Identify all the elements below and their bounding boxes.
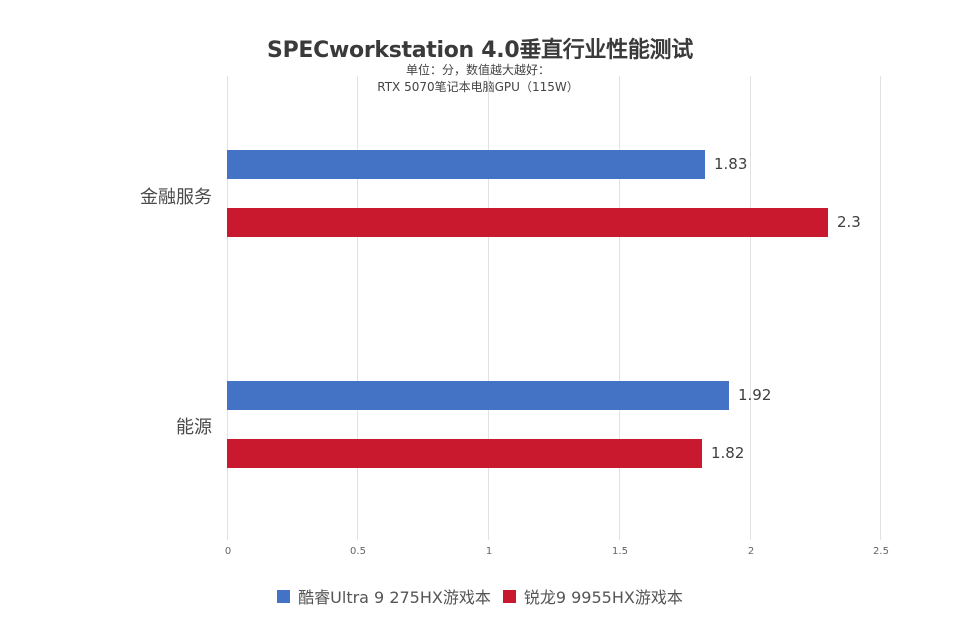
bar-energy-intel: [227, 381, 729, 410]
x-tick-label: 0.5: [350, 546, 366, 557]
legend-item-intel[interactable]: 酷睿Ultra 9 275HX游戏本: [277, 584, 491, 608]
gridline-2: [750, 76, 751, 540]
chart-subtitle-gpu: RTX 5070笔记本电脑GPU（115W）: [377, 80, 579, 94]
legend-swatch-blue-icon: [277, 589, 291, 603]
gridline-0: [227, 76, 228, 540]
category-label-energy: 能源: [176, 417, 212, 438]
x-tick-label: 1.5: [612, 546, 628, 557]
chart-subtitle-units: 单位：分，数值越大越好：: [405, 63, 550, 77]
x-tick-label: 2.5: [873, 546, 889, 557]
value-label: 1.83: [714, 155, 748, 173]
bar-finance-intel: [227, 150, 705, 179]
x-tick-label: 0: [224, 546, 232, 557]
legend-label: 酷睿Ultra 9 275HX游戏本: [298, 588, 491, 607]
gridline-2.5: [880, 76, 881, 540]
plot-area: [227, 76, 881, 540]
value-label: 1.82: [711, 444, 745, 462]
value-label: 2.3: [837, 213, 861, 231]
bar-energy-amd: [227, 439, 702, 468]
x-tick-label: 2: [747, 546, 755, 557]
value-label: 1.92: [738, 386, 772, 404]
category-label-finance: 金融服务: [140, 187, 212, 208]
bar-finance-amd: [227, 208, 828, 237]
chart-title: SPECworkstation 4.0垂直行业性能测试: [267, 38, 693, 63]
gridline-0.5: [357, 76, 358, 540]
legend-item-amd[interactable]: 锐龙9 9955HX游戏本: [502, 584, 683, 608]
legend-swatch-red-icon: [502, 589, 516, 603]
legend: 酷睿Ultra 9 275HX游戏本 锐龙9 9955HX游戏本: [0, 584, 960, 608]
x-tick-label: 1: [485, 546, 493, 557]
gridline-1.5: [619, 76, 620, 540]
gridline-1: [488, 76, 489, 540]
legend-label: 锐龙9 9955HX游戏本: [523, 588, 683, 607]
